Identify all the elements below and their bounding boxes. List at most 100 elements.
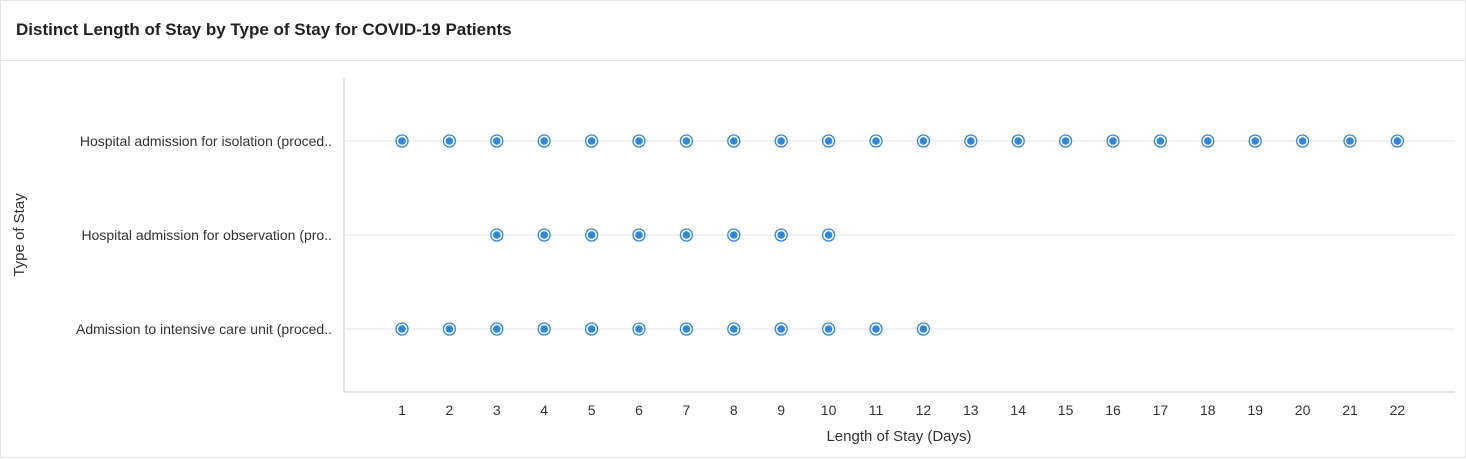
data-point[interactable]: [916, 134, 931, 148]
data-point-dot: [1298, 137, 1307, 145]
data-point[interactable]: [1343, 134, 1357, 148]
data-point-dot: [587, 137, 596, 145]
data-point[interactable]: [1390, 134, 1405, 148]
x-tick-labels: 1 2 3 4 5 6 7 8 9 10 11 12 13 14 15 16 17 18 19 20 21 22: [398, 402, 1405, 418]
x-tick-label: 5: [588, 402, 596, 418]
data-point-dot: [824, 325, 833, 333]
x-tick-label: 22: [1390, 402, 1406, 418]
data-point-dot: [682, 231, 691, 239]
data-point[interactable]: [679, 228, 694, 242]
data-point-dot: [777, 325, 785, 333]
x-tick-label: 1: [398, 402, 406, 418]
data-point-dot: [1109, 137, 1117, 145]
data-point[interactable]: [1153, 134, 1168, 148]
data-point[interactable]: [774, 228, 788, 242]
data-point[interactable]: [869, 322, 883, 336]
data-point-dot: [1061, 137, 1070, 145]
data-point-dot: [398, 325, 406, 333]
data-point-dot: [540, 137, 548, 145]
data-point-dot: [635, 137, 643, 145]
y-tick-label: Hospital admission for observation (pro.…: [81, 227, 332, 243]
data-point-dot: [587, 325, 596, 333]
x-tick-label: 17: [1153, 402, 1169, 418]
data-point[interactable]: [679, 134, 694, 148]
data-point[interactable]: [679, 322, 694, 336]
data-points: [395, 134, 1405, 336]
data-point[interactable]: [821, 134, 836, 148]
x-tick-label: 10: [821, 402, 837, 418]
data-point-dot: [730, 137, 738, 145]
x-tick-label: 6: [635, 402, 643, 418]
data-point[interactable]: [537, 228, 551, 242]
x-tick-label: 3: [493, 402, 501, 418]
data-point[interactable]: [1058, 134, 1073, 148]
data-point[interactable]: [537, 322, 551, 336]
data-point[interactable]: [490, 322, 504, 336]
x-tick-label: 2: [446, 402, 454, 418]
data-point[interactable]: [774, 134, 788, 148]
data-point-dot: [919, 137, 928, 145]
x-tick-label: 19: [1247, 402, 1263, 418]
data-point-dot: [872, 137, 880, 145]
data-point[interactable]: [395, 322, 409, 336]
data-point-dot: [587, 231, 596, 239]
grid-lines: [345, 140, 1455, 330]
data-point-dot: [682, 325, 691, 333]
x-tick-label: 9: [777, 402, 785, 418]
x-tick-label: 14: [1010, 402, 1026, 418]
data-point[interactable]: [632, 322, 646, 336]
data-point-dot: [493, 137, 501, 145]
data-point-dot: [730, 325, 738, 333]
data-point[interactable]: [821, 322, 836, 336]
data-point[interactable]: [632, 134, 646, 148]
data-point-dot: [540, 325, 548, 333]
data-point[interactable]: [1248, 134, 1262, 148]
data-point[interactable]: [442, 134, 457, 148]
data-point[interactable]: [1011, 134, 1025, 148]
data-point[interactable]: [442, 322, 457, 336]
x-axis-title: Length of Stay (Days): [826, 428, 971, 445]
data-point-dot: [445, 325, 454, 333]
data-point-dot: [967, 137, 975, 145]
data-point-dot: [682, 137, 691, 145]
data-point[interactable]: [490, 228, 504, 242]
data-point[interactable]: [584, 322, 599, 336]
x-tick-label: 15: [1058, 402, 1074, 418]
data-point[interactable]: [1295, 134, 1310, 148]
y-tick-label: Hospital admission for isolation (proced…: [80, 133, 332, 149]
data-point[interactable]: [727, 322, 741, 336]
data-point-dot: [493, 325, 501, 333]
data-point[interactable]: [727, 134, 741, 148]
data-point[interactable]: [916, 322, 931, 336]
data-point[interactable]: [964, 134, 978, 148]
y-axis-title: Type of Stay: [11, 193, 28, 277]
data-point[interactable]: [395, 134, 409, 148]
data-point-dot: [1346, 137, 1354, 145]
x-tick-label: 16: [1105, 402, 1121, 418]
data-point[interactable]: [584, 228, 599, 242]
x-tick-label: 20: [1295, 402, 1311, 418]
data-point[interactable]: [490, 134, 504, 148]
x-tick-label: 13: [963, 402, 979, 418]
data-point-dot: [777, 231, 785, 239]
data-point[interactable]: [1106, 134, 1120, 148]
chart-title: Distinct Length of Stay by Type of Stay …: [16, 20, 512, 39]
data-point[interactable]: [869, 134, 883, 148]
data-point-dot: [1014, 137, 1022, 145]
data-point[interactable]: [584, 134, 599, 148]
data-point[interactable]: [537, 134, 551, 148]
data-point[interactable]: [774, 322, 788, 336]
data-point-dot: [777, 137, 785, 145]
data-point-dot: [1251, 137, 1259, 145]
data-point[interactable]: [632, 228, 646, 242]
y-tick-labels: Hospital admission for isolation (proced…: [76, 133, 332, 337]
data-point[interactable]: [727, 228, 741, 242]
panel-header: Distinct Length of Stay by Type of Stay …: [1, 1, 1465, 61]
data-point[interactable]: [1201, 134, 1215, 148]
data-point-dot: [1156, 137, 1165, 145]
data-point[interactable]: [821, 228, 836, 242]
x-tick-label: 12: [916, 402, 932, 418]
data-point-dot: [730, 231, 738, 239]
